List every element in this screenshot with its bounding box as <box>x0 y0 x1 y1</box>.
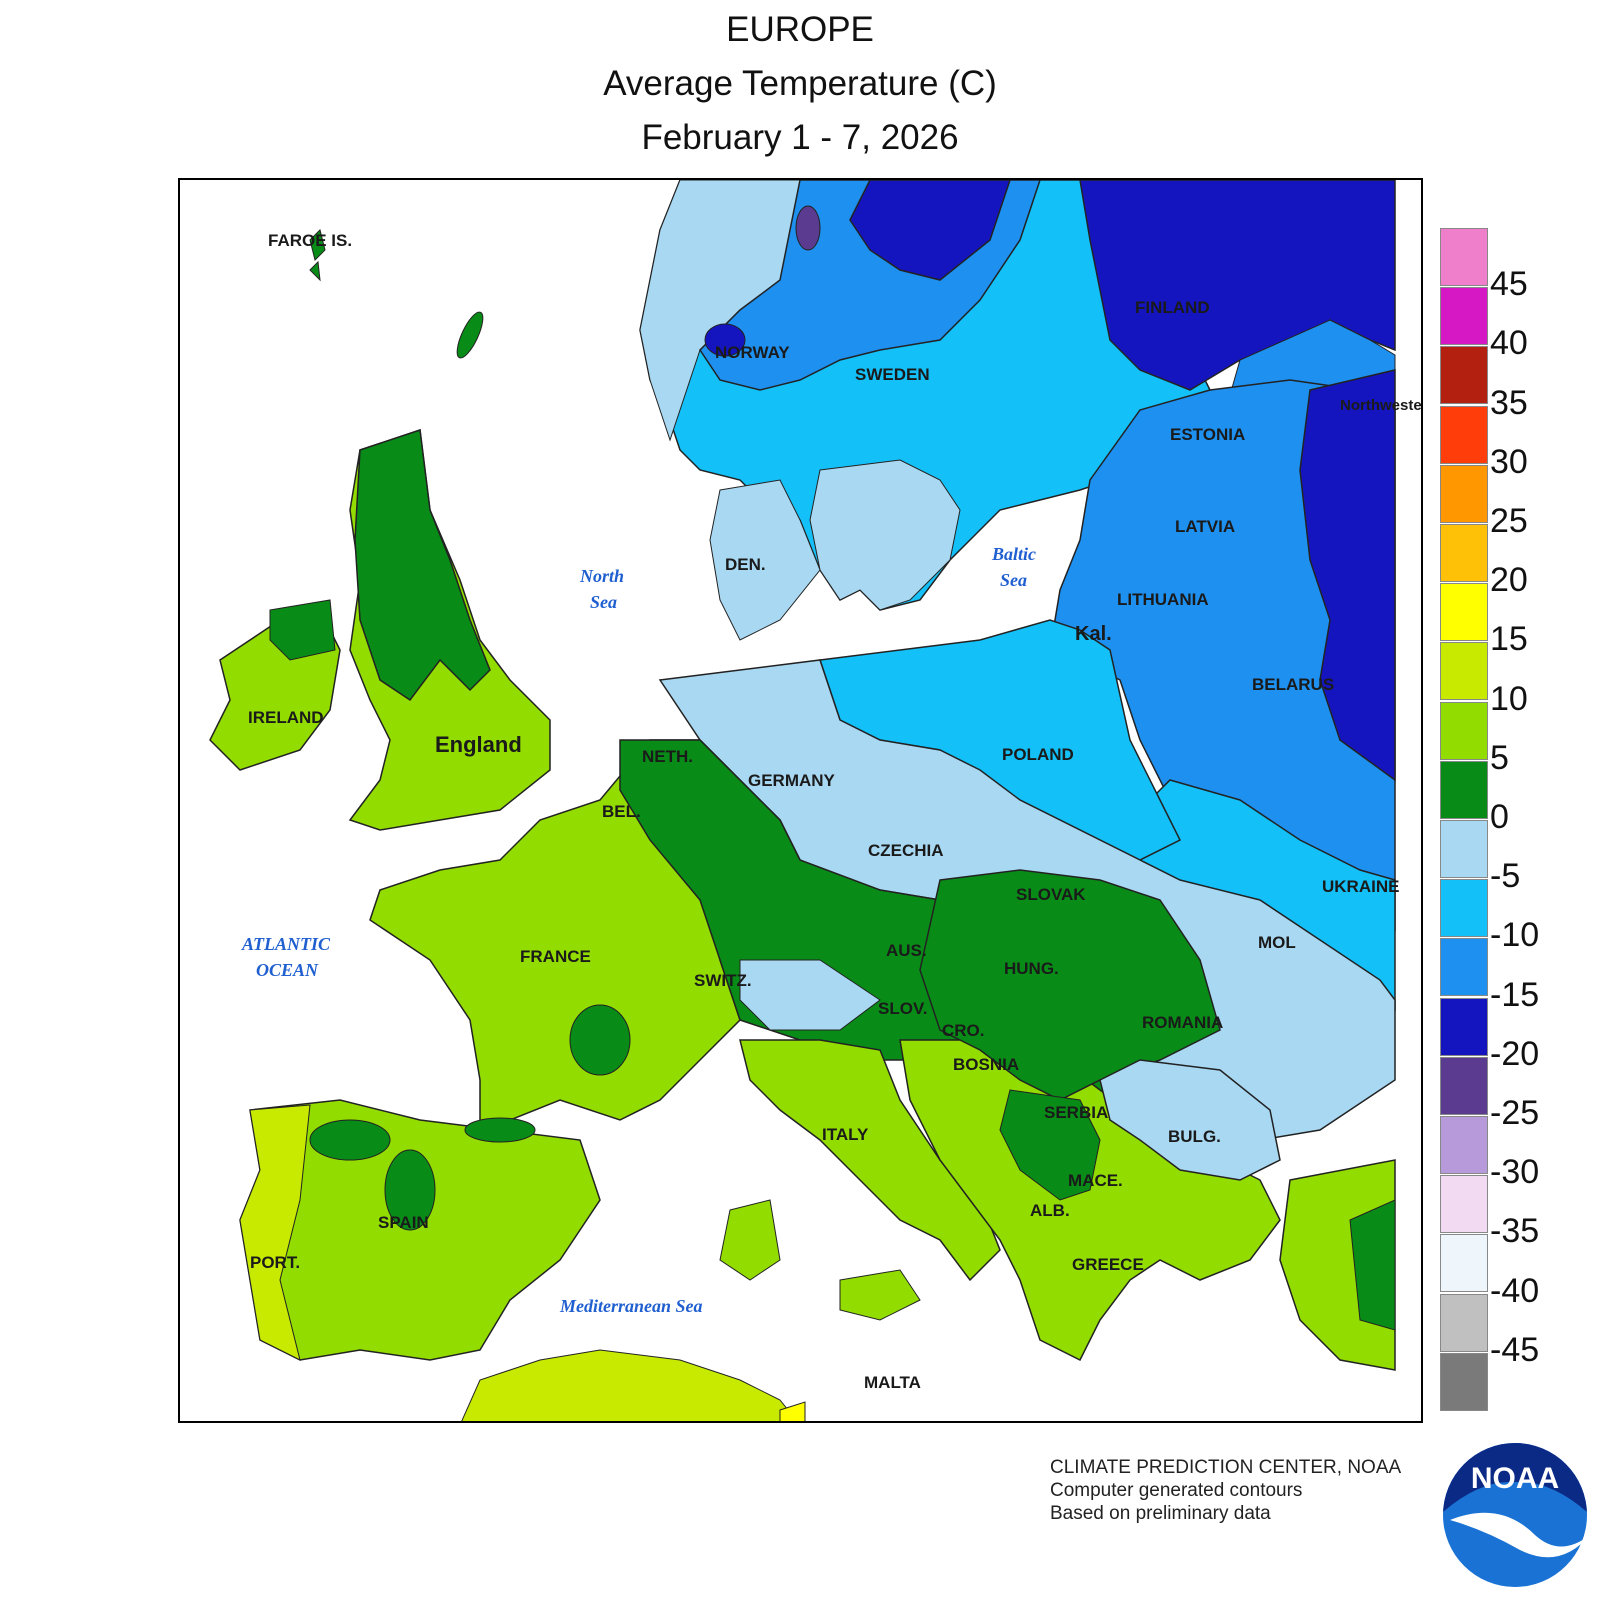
legend-swatch <box>1440 879 1488 938</box>
credit-line-1: CLIMATE PREDICTION CENTER, NOAA <box>1050 1457 1402 1478</box>
label-kaliningrad: Kal. <box>1075 623 1112 645</box>
legend-swatch <box>1440 1175 1488 1234</box>
label-faroe: FAROE IS. <box>268 231 352 250</box>
label-greece: GREECE <box>1072 1255 1144 1274</box>
legend-swatch <box>1440 287 1488 346</box>
label-norway: NORWAY <box>715 343 790 362</box>
legend-swatch <box>1440 760 1488 819</box>
legend-tick-label: 45 <box>1490 265 1528 304</box>
legend-tick-label: 30 <box>1490 442 1528 481</box>
label-albania: ALB. <box>1030 1201 1070 1220</box>
label-ireland: IRELAND <box>248 708 324 727</box>
label-lithuania: LITHUANIA <box>1117 590 1209 609</box>
legend-tick-label: 0 <box>1490 798 1509 836</box>
map-title: EUROPE <box>726 10 874 49</box>
legend-tick-label: -45 <box>1490 1330 1540 1369</box>
legend-tick-label: -15 <box>1490 975 1540 1014</box>
legend-tick-label: 35 <box>1490 383 1528 422</box>
label-macedonia: MACE. <box>1068 1171 1123 1190</box>
legend-tick-label: -30 <box>1490 1153 1540 1192</box>
legend-swatch <box>1440 405 1488 464</box>
label-slovenia: SLOV. <box>878 999 927 1018</box>
label-bosnia: BOSNIA <box>953 1055 1019 1074</box>
map-date-range: February 1 - 7, 2026 <box>641 118 959 157</box>
noaa-logo-text: NOAA <box>1471 1462 1559 1495</box>
legend-tick-label: -20 <box>1490 1034 1540 1073</box>
legend-swatch <box>1440 997 1488 1056</box>
legend-swatch <box>1440 642 1488 701</box>
map-subtitle: Average Temperature (C) <box>603 64 997 103</box>
label-switzerland: SWITZ. <box>694 971 752 990</box>
label-denmark: DEN. <box>725 555 766 574</box>
label-ukraine: UKRAINE <box>1322 877 1399 896</box>
legend-swatch <box>1440 938 1488 997</box>
label-slovakia: SLOVAK <box>1016 885 1086 904</box>
credit-line-3: Based on preliminary data <box>1050 1503 1271 1524</box>
legend-tick-label: 15 <box>1490 620 1528 659</box>
legend-swatch <box>1440 464 1488 523</box>
legend-swatch <box>1440 1056 1488 1115</box>
label-atlantic-1: ATLANTIC <box>241 934 331 954</box>
legend-tick-label: -5 <box>1490 857 1521 896</box>
label-estonia: ESTONIA <box>1170 425 1245 444</box>
label-italy: ITALY <box>822 1125 869 1144</box>
noaa-logo: NOAA <box>1443 1443 1590 1587</box>
legend-swatch <box>1440 1293 1488 1352</box>
label-northwestern-district: Northwestern District <box>1340 397 1423 414</box>
label-czechia: CZECHIA <box>868 841 944 860</box>
label-finland: FINLAND <box>1135 298 1210 317</box>
label-poland: POLAND <box>1002 745 1074 764</box>
region-italy <box>739 1039 1001 1282</box>
legend-tick-label: -40 <box>1490 1271 1540 1310</box>
label-north-sea-2: Sea <box>590 592 617 612</box>
legend-swatch <box>1440 1352 1488 1411</box>
legend-tick-label: 5 <box>1490 738 1509 777</box>
map-canvas: FAROE IS. NORWAY SWEDEN FINLAND ESTONIA … <box>180 180 1423 1421</box>
legend-tick-label: -25 <box>1490 1094 1540 1132</box>
label-north-sea-1: North <box>579 566 624 586</box>
label-belgium: BEL. <box>602 802 641 821</box>
legend-tick-label: -10 <box>1490 916 1540 955</box>
label-hungary: HUNG. <box>1004 959 1059 978</box>
label-malta: MALTA <box>864 1373 921 1392</box>
label-germany: GERMANY <box>748 771 836 790</box>
label-england: England <box>435 732 522 757</box>
label-moldova: MOL <box>1258 933 1296 952</box>
legend-swatch <box>1440 1234 1488 1293</box>
temperature-map: FAROE IS. NORWAY SWEDEN FINLAND ESTONIA … <box>178 178 1423 1423</box>
label-romania: ROMANIA <box>1142 1013 1223 1032</box>
label-atlantic-2: OCEAN <box>256 960 319 980</box>
label-sweden: SWEDEN <box>855 365 930 384</box>
label-serbia: SERBIA <box>1044 1103 1108 1122</box>
label-latvia: LATVIA <box>1175 517 1235 536</box>
label-croatia: CRO. <box>942 1021 985 1040</box>
legend-swatch <box>1440 701 1488 760</box>
legend-tick-label: 20 <box>1490 561 1528 600</box>
legend-swatch <box>1440 820 1488 878</box>
legend-swatch <box>1440 583 1488 642</box>
credit-line-2: Computer generated contours <box>1050 1480 1303 1501</box>
label-france: FRANCE <box>520 947 591 966</box>
label-bulgaria: BULG. <box>1168 1127 1221 1146</box>
legend-swatch <box>1440 228 1488 286</box>
legend-tick-label: -35 <box>1490 1212 1540 1251</box>
label-austria: AUS. <box>886 941 927 960</box>
label-baltic-sea-2: Sea <box>1000 570 1027 590</box>
label-mediterranean: Mediterranean Sea <box>559 1296 703 1316</box>
legend-swatch <box>1440 1116 1488 1174</box>
label-spain: SPAIN <box>378 1213 429 1232</box>
label-portugal: PORT. <box>250 1253 300 1272</box>
legend-tick-label: 10 <box>1490 679 1528 718</box>
legend-tick-label: 25 <box>1490 502 1528 540</box>
label-netherlands: NETH. <box>642 747 693 766</box>
label-baltic-sea-1: Baltic <box>991 544 1036 564</box>
legend-swatch <box>1440 346 1488 405</box>
legend-tick-label: 40 <box>1490 324 1528 363</box>
label-belarus: BELARUS <box>1252 675 1334 694</box>
legend-swatch <box>1440 524 1488 582</box>
